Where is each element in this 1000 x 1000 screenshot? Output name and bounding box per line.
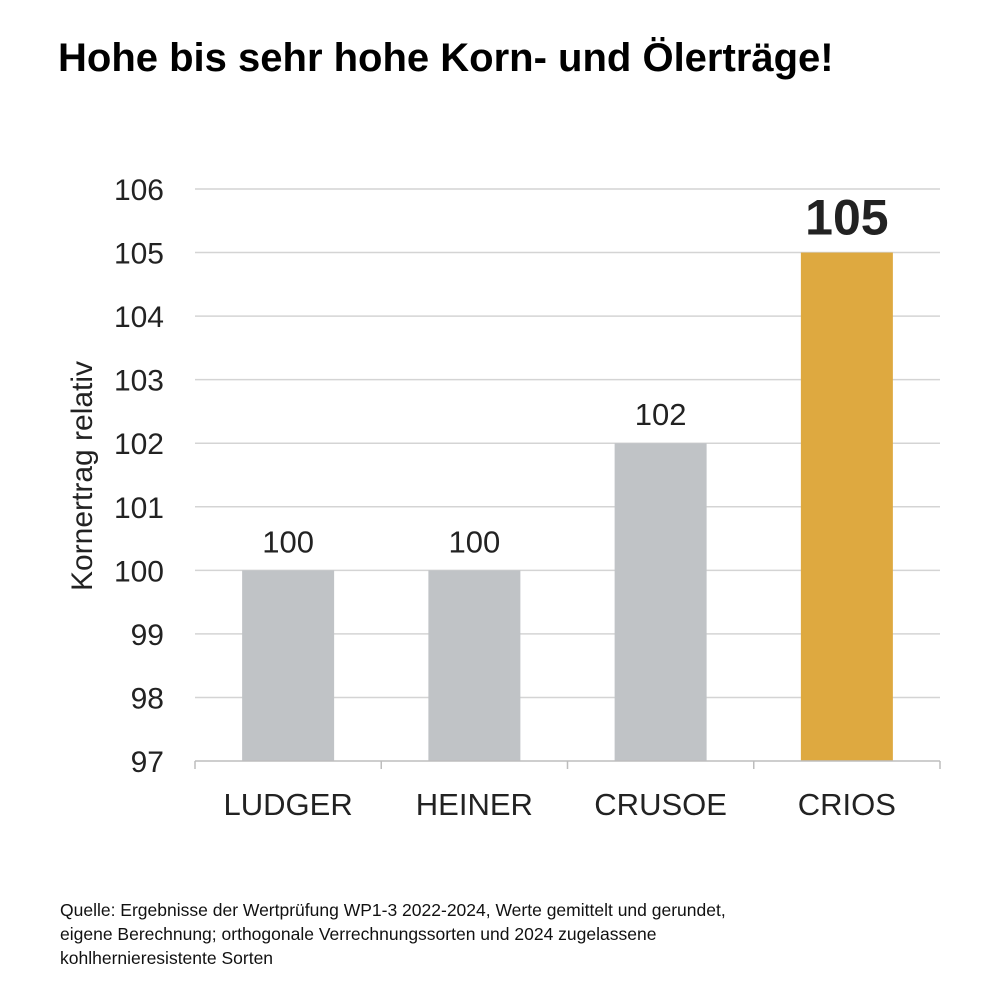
- x-tick-label: CRIOS: [798, 787, 896, 822]
- bars: [242, 252, 893, 762]
- data-label: 100: [262, 524, 314, 559]
- bar: [428, 570, 521, 761]
- y-tick-label: 100: [114, 555, 164, 588]
- x-axis: [194, 760, 941, 769]
- y-tick-label: 103: [114, 365, 164, 398]
- data-label: 105: [805, 190, 888, 246]
- y-tick-label: 105: [114, 238, 164, 271]
- source-line: Quelle: Ergebnisse der Wertprüfung WP1-3…: [60, 900, 726, 920]
- bar: [242, 570, 335, 761]
- labels: 97 98 99 100 101 102 103 104 105 106 100 LUDGER 100 H…: [114, 174, 896, 822]
- y-tick-label: 98: [131, 682, 164, 715]
- y-tick-label: 102: [114, 428, 164, 461]
- data-label: 100: [449, 524, 501, 559]
- y-axis-title: Kornertrag relativ: [66, 361, 99, 591]
- source-line: eigene Berechnung; orthogonale Verrechnu…: [60, 924, 657, 944]
- y-tick-label: 101: [114, 492, 164, 525]
- y-tick-label: 104: [114, 301, 164, 334]
- data-label: 102: [635, 397, 687, 432]
- bar: [800, 252, 893, 762]
- y-tick-label: 99: [131, 619, 164, 652]
- y-tick-label: 97: [131, 746, 164, 779]
- x-tick-label: HEINER: [416, 787, 533, 822]
- chart-title: Hohe bis sehr hohe Korn- und Ölerträge!: [58, 36, 834, 80]
- bar: [614, 443, 707, 761]
- x-tick-label: CRUSOE: [594, 787, 727, 822]
- source-note: Quelle: Ergebnisse der Wertprüfung WP1-3…: [60, 898, 880, 970]
- source-line: kohlhernieresistente Sorten: [60, 948, 274, 968]
- x-tick-label: LUDGER: [224, 787, 353, 822]
- y-tick-label: 106: [114, 174, 164, 207]
